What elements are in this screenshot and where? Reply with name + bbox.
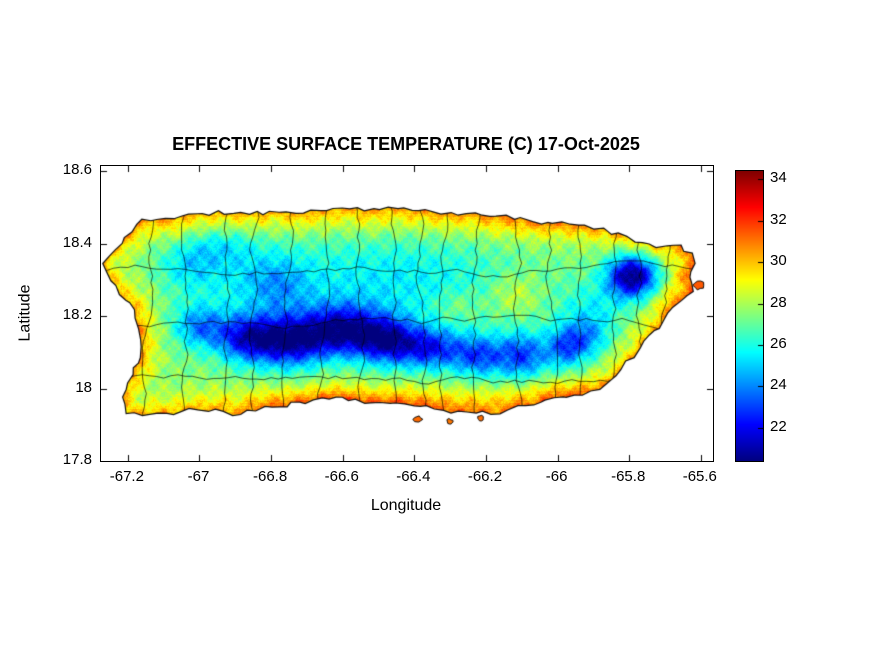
- x-tick-label: -65.6: [682, 468, 717, 485]
- x-tick-label: -67: [187, 468, 210, 485]
- y-axis-label-text: Latitude: [16, 284, 33, 341]
- x-tick-label: -65.8: [611, 468, 646, 485]
- x-tick-label: -66.4: [396, 468, 431, 485]
- colorbar-tick-label: 28: [770, 293, 787, 311]
- colorbar-tick-label: 24: [770, 376, 787, 394]
- y-tick-label: 18.6: [62, 161, 92, 179]
- y-tick-label: 18.2: [62, 306, 92, 324]
- x-tick-label: -67.2: [109, 468, 144, 485]
- x-tick-label: -66.6: [324, 468, 359, 485]
- colorbar-tick-label: 30: [770, 252, 787, 270]
- x-tick-label: -66: [545, 468, 568, 485]
- x-tick-label: -66.2: [467, 468, 503, 485]
- y-tick-label: 18: [75, 378, 92, 396]
- colorbar: [735, 170, 764, 462]
- chart-title: EFFECTIVE SURFACE TEMPERATURE (C) 17-Oct…: [172, 134, 640, 154]
- x-axis-label: Longitude: [370, 497, 442, 514]
- y-tick-label: 17.8: [62, 451, 92, 468]
- y-tick-label: 18.4: [62, 233, 92, 251]
- colorbar-tick-label: 32: [770, 210, 787, 228]
- colorbar-tick-label: 22: [770, 417, 787, 435]
- colorbar-tick-label: 26: [770, 335, 787, 352]
- colorbar-tick-label: 34: [770, 169, 787, 187]
- temperature-heatmap: [101, 166, 713, 461]
- x-tick-label: -66.8: [252, 468, 288, 485]
- y-axis-label: Latitude: [12, 165, 38, 460]
- plot-area: [100, 165, 714, 462]
